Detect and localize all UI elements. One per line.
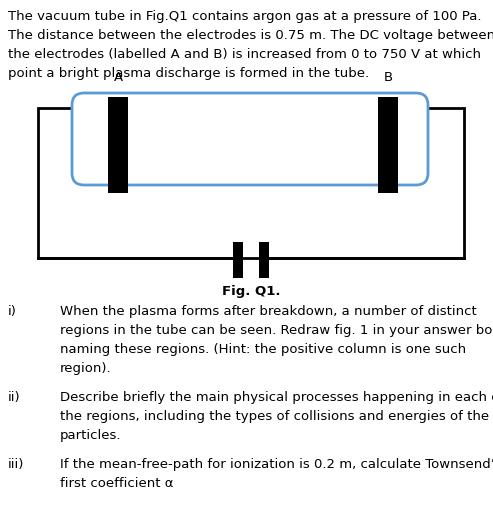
Bar: [259, 242, 269, 278]
Text: iii): iii): [8, 458, 24, 471]
Text: The vacuum tube in Fig.Q1 contains argon gas at a pressure of 100 Pa.: The vacuum tube in Fig.Q1 contains argon…: [8, 10, 482, 23]
Bar: [378, 97, 398, 193]
Text: B: B: [384, 71, 392, 84]
Text: i): i): [8, 305, 17, 318]
Text: Describe briefly the main physical processes happening in each of: Describe briefly the main physical proce…: [60, 391, 493, 404]
Text: first coefficient α: first coefficient α: [60, 477, 174, 490]
Text: the electrodes (labelled A and B) is increased from 0 to 750 V at which: the electrodes (labelled A and B) is inc…: [8, 48, 481, 61]
Bar: [38, 108, 464, 258]
Text: Fig. Q1.: Fig. Q1.: [222, 285, 280, 298]
Text: particles.: particles.: [60, 429, 121, 442]
Text: point a bright plasma discharge is formed in the tube.: point a bright plasma discharge is forme…: [8, 67, 369, 80]
Text: When the plasma forms after breakdown, a number of distinct: When the plasma forms after breakdown, a…: [60, 305, 477, 318]
Text: ii): ii): [8, 391, 21, 404]
Text: A: A: [113, 71, 123, 84]
Text: If the mean-free-path for ionization is 0.2 m, calculate Townsend’s: If the mean-free-path for ionization is …: [60, 458, 493, 471]
Text: The distance between the electrodes is 0.75 m. The DC voltage between: The distance between the electrodes is 0…: [8, 29, 493, 42]
FancyBboxPatch shape: [72, 93, 428, 185]
Text: the regions, including the types of collisions and energies of the: the regions, including the types of coll…: [60, 410, 489, 423]
Text: naming these regions. (Hint: the positive column is one such: naming these regions. (Hint: the positiv…: [60, 343, 466, 356]
Text: regions in the tube can be seen. Redraw fig. 1 in your answer book: regions in the tube can be seen. Redraw …: [60, 324, 493, 337]
Bar: [233, 242, 243, 278]
Bar: [108, 97, 128, 193]
Text: region).: region).: [60, 362, 111, 375]
